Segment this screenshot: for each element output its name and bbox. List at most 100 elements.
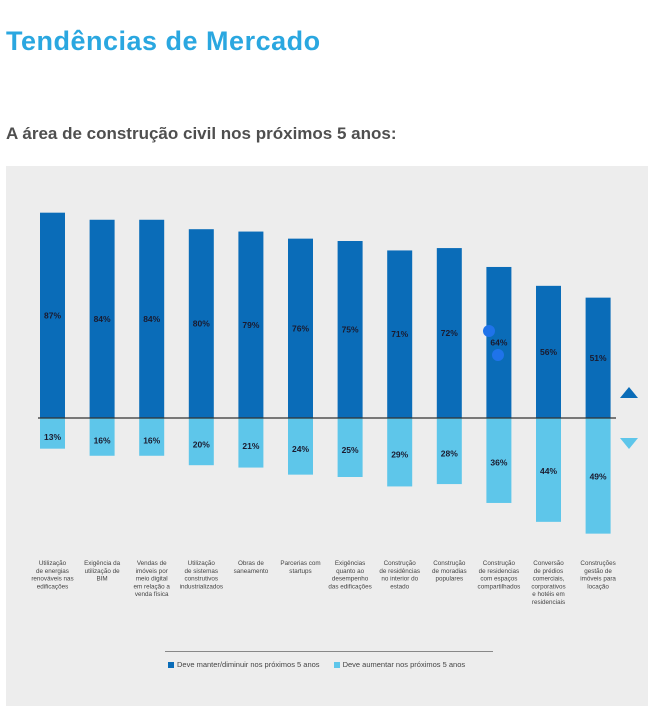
legend-item-keep: Deve manter/diminuir nos próximos 5 anos [168, 660, 320, 669]
category-label-line: locação [587, 583, 609, 590]
legend-swatch-increase [333, 661, 340, 668]
category-label-line: das edificações [328, 583, 371, 590]
legend-divider [165, 651, 493, 652]
series-increase-bars [40, 418, 611, 534]
value-label-keep: 80% [193, 319, 210, 329]
category-label-line: estado [390, 583, 409, 590]
category-label: Obras de saneamento [234, 560, 269, 575]
category-label-line: Exigências [335, 560, 365, 567]
category-label-line: de residências [379, 568, 420, 575]
category-label-line: comerciais, [533, 576, 565, 583]
category-label-line: venda física [135, 591, 169, 598]
marker-dot [483, 325, 495, 337]
bar-keep [436, 248, 462, 418]
value-label-increase: 49% [590, 472, 607, 482]
category-label-line: Utilização [188, 560, 216, 567]
chart-legend: Deve manter/diminuir nos próximos 5 anos… [168, 660, 465, 669]
category-label-line: renováveis nas [31, 576, 73, 583]
value-label-keep: 72% [441, 328, 458, 338]
category-label-line: Obras de [238, 560, 264, 567]
category-label-line: Exigência da [84, 560, 121, 567]
category-label-line: meio digital [136, 576, 168, 583]
value-label-keep: 56% [540, 347, 557, 357]
category-label-line: de sistemas [184, 568, 218, 575]
value-label-increase: 16% [94, 435, 111, 445]
category-label-line: residenciais [532, 599, 565, 606]
bar-increase [139, 418, 165, 456]
value-label-keep: 84% [94, 314, 111, 324]
legend-swatch-keep [168, 661, 174, 668]
category-label: Utilização de energias renováveis nas edifi… [31, 560, 73, 590]
category-label: Construções gestão de imóveis para locação [580, 560, 616, 590]
category-label: Utilização de sistemas construtivos industr… [180, 560, 223, 590]
bar-increase [288, 418, 313, 475]
bar-increase [337, 418, 363, 477]
bar-keep [238, 231, 264, 418]
chart-subtitle: A área de construção civil nos próximos … [6, 124, 397, 143]
category-label-line: imóveis para [580, 576, 616, 583]
category-label-line: com espaços [480, 576, 517, 583]
value-label-keep: 87% [44, 310, 61, 320]
category-label-line: utilização de [85, 568, 121, 575]
category-label-line: no interior do [381, 576, 418, 583]
triangle-down-icon [620, 438, 638, 449]
category-label: Construção de residências no interior do es… [379, 560, 420, 590]
value-label-increase: 25% [342, 445, 359, 455]
value-labels: 87% 13% 84% 16% 84% 16% 80% 20% 79% 21% 76% 24% 75% 2… [44, 310, 607, 481]
category-label-line: Utilização [39, 560, 67, 567]
series-keep-bars [40, 212, 611, 418]
bar-keep [89, 219, 115, 418]
value-label-increase: 13% [44, 432, 61, 442]
category-label-line: imóveis por [136, 568, 168, 575]
bar-keep [387, 250, 413, 418]
category-label-line: Construção [433, 560, 466, 567]
value-label-keep: 51% [590, 353, 607, 363]
bar-increase [238, 418, 264, 468]
category-label-line: compartilhados [478, 583, 521, 590]
category-label-line: de residencias [479, 568, 520, 575]
category-label-line: populares [435, 576, 463, 583]
bar-keep [486, 266, 512, 418]
value-label-increase: 44% [540, 466, 557, 476]
category-label-line: Parcerias com [280, 560, 320, 567]
category-label-line: de moradias [432, 568, 467, 575]
value-label-keep: 64% [490, 337, 507, 347]
category-label-line: BIM [96, 576, 107, 583]
category-label-line: Construção [384, 560, 417, 567]
value-label-keep: 84% [143, 314, 160, 324]
category-label-line: quanto ao [336, 568, 365, 575]
value-label-keep: 79% [242, 320, 259, 330]
category-label-line: Conversão [533, 560, 564, 567]
category-label: Conversão de prédios comerciais, corporativ… [531, 560, 565, 606]
value-label-increase: 21% [242, 441, 259, 451]
category-label-line: desempenho [332, 576, 369, 583]
category-label-line: corporativos [531, 583, 565, 590]
category-label-line: Construção [483, 560, 516, 567]
bar-keep [288, 238, 313, 418]
value-label-keep: 71% [391, 329, 408, 339]
value-label-increase: 28% [441, 449, 458, 459]
bar-increase [89, 418, 115, 456]
category-label-line: de prédios [534, 568, 563, 575]
bar-keep [337, 241, 363, 418]
category-label-line: industrializados [180, 583, 223, 590]
category-label-line: startups [289, 568, 311, 575]
value-label-increase: 36% [490, 457, 507, 467]
category-label-line: gestão de [584, 568, 612, 575]
triangle-up-icon [620, 387, 638, 398]
bar-increase [585, 418, 611, 534]
bar-keep [536, 285, 561, 418]
marker-dot [492, 349, 504, 361]
value-label-increase: 24% [292, 444, 309, 454]
bar-increase [436, 418, 462, 485]
bar-keep [585, 297, 611, 418]
bar-increase [486, 418, 512, 503]
value-label-increase: 20% [193, 440, 210, 450]
category-label: Exigências quanto ao desempenho das edifica… [328, 560, 371, 590]
bar-increase [40, 418, 65, 449]
value-label-keep: 75% [342, 325, 359, 335]
bar-keep [139, 219, 165, 418]
category-labels: Utilização de energias renováveis nas edifi… [31, 560, 616, 606]
category-label: Vendas de imóveis por meio digital em relaç… [133, 560, 170, 598]
